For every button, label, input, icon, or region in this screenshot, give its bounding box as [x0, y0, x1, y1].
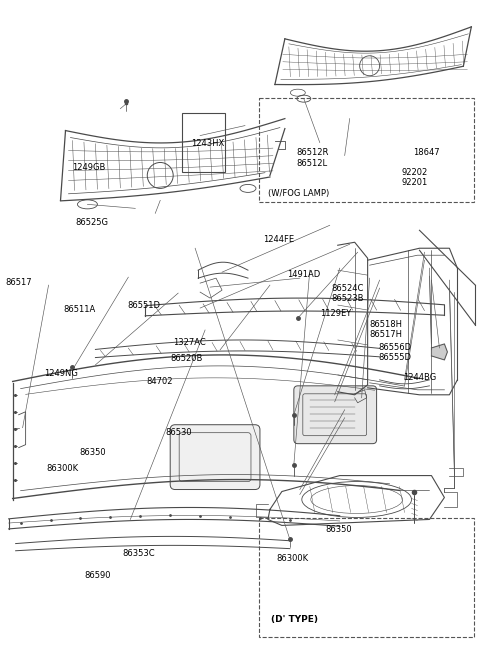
- Text: (W/FOG LAMP): (W/FOG LAMP): [268, 190, 329, 198]
- Text: 86517: 86517: [5, 277, 32, 287]
- Text: 84702: 84702: [147, 377, 173, 386]
- Text: 86353C: 86353C: [123, 549, 156, 558]
- Text: 86350: 86350: [325, 525, 352, 534]
- Text: 1491AD: 1491AD: [287, 270, 320, 279]
- FancyBboxPatch shape: [170, 424, 260, 489]
- Text: 1129EY: 1129EY: [321, 309, 352, 318]
- Text: 86524C: 86524C: [331, 284, 363, 293]
- Text: 1243HX: 1243HX: [191, 139, 225, 148]
- Text: 86520B: 86520B: [170, 354, 203, 363]
- Text: 86512R: 86512R: [297, 148, 329, 157]
- Text: 86523B: 86523B: [331, 294, 363, 303]
- Text: 18647: 18647: [413, 148, 440, 157]
- Text: 86511A: 86511A: [63, 305, 95, 314]
- Text: 92202: 92202: [402, 168, 428, 177]
- Text: 86300K: 86300K: [276, 554, 308, 563]
- Text: 86525G: 86525G: [75, 218, 108, 226]
- Text: 86556D: 86556D: [379, 343, 412, 352]
- Text: (D' TYPE): (D' TYPE): [271, 615, 318, 624]
- Text: 1249NG: 1249NG: [44, 369, 78, 379]
- Text: 86512L: 86512L: [297, 159, 328, 168]
- Text: 86518H: 86518H: [369, 320, 402, 329]
- Polygon shape: [432, 344, 447, 360]
- Bar: [259, 518, 474, 637]
- Text: 1244BG: 1244BG: [403, 373, 436, 382]
- Text: 1327AC: 1327AC: [173, 338, 206, 347]
- Text: 92201: 92201: [402, 178, 428, 188]
- Text: 1249GB: 1249GB: [72, 163, 106, 173]
- Polygon shape: [355, 390, 367, 403]
- Text: 86300K: 86300K: [46, 464, 78, 473]
- Bar: [181, 113, 225, 173]
- Text: 86590: 86590: [84, 571, 111, 580]
- Text: 86530: 86530: [166, 428, 192, 437]
- Bar: [259, 98, 474, 203]
- FancyBboxPatch shape: [294, 386, 377, 443]
- Text: 1244FE: 1244FE: [263, 236, 294, 244]
- Text: 86517H: 86517H: [369, 330, 402, 339]
- Text: 86551D: 86551D: [128, 300, 160, 310]
- Text: 86350: 86350: [80, 448, 106, 457]
- Text: 86555D: 86555D: [379, 353, 412, 362]
